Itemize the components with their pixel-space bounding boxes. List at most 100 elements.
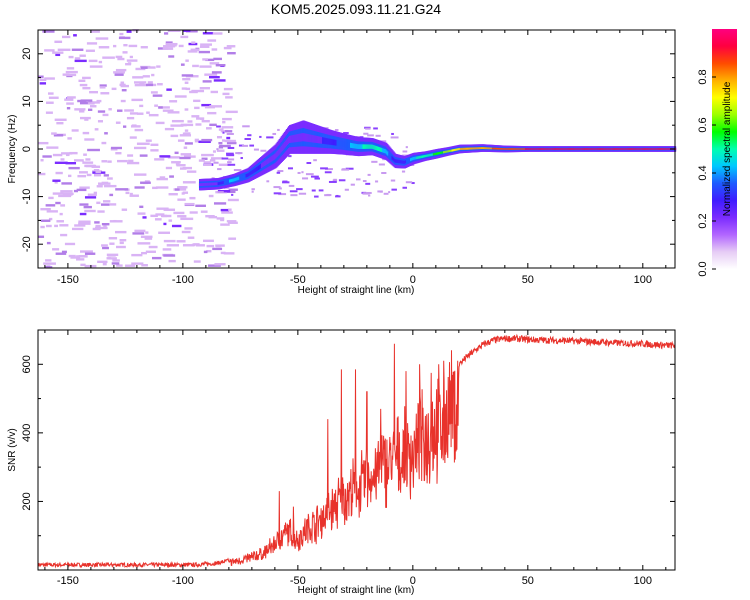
spectrogram-noise-cell [38,235,45,238]
spectrogram-noise-cell [221,126,234,129]
spectrogram-noise-cell [302,177,309,180]
spectrogram-noise-cell [388,191,391,194]
spectrogram-noise-cell [156,186,169,189]
spectrogram-noise-cell [142,216,147,219]
spectrogram-noise-cell [44,49,55,52]
spectrogram-x-axis-label: Height of straight line (km) [298,285,415,296]
spectrogram-noise-cell [97,120,103,123]
spectrogram-noise-cell [178,44,184,48]
spectrogram-noise-cell [390,136,399,139]
spectrogram-noise-cell [401,154,410,157]
spectrogram-noise-cell [184,81,189,84]
spectrogram-noise-cell [311,189,316,192]
spectrogram-noise-cell [86,173,92,177]
spectrogram-noise-cell [86,42,98,45]
spectrogram-noise-cell [226,45,236,48]
spectrogram-noise-cell [134,186,145,189]
spectrogram-noise-cell [363,132,369,135]
spectrogram-noise-cell [156,177,168,181]
spectrogram-noise-cell [176,240,186,243]
spectrogram-noise-cell [184,129,189,132]
spectrogram-noise-cell [156,207,169,210]
spectrogram-noise-cell [170,124,184,127]
spectrogram-noise-cell [136,142,150,145]
spectrogram-noise-cell [108,237,118,240]
snr-frame [37,329,676,571]
spectrogram-noise-cell [68,166,80,170]
spectrogram-x-tick-label: 50 [522,274,534,286]
spectrogram-noise-cell [78,220,91,223]
snr-x-tick-label: -100 [172,575,194,587]
spectrogram-noise-cell [367,134,374,137]
spectrogram-noise-cell [54,224,58,228]
spectrogram-noise-cell [145,231,149,234]
spectrogram-noise-cell [200,117,204,120]
colorbar-gradient [712,29,737,269]
spectrogram-noise-cell [200,210,208,213]
spectrogram-noise-cell [328,180,337,183]
spectrogram-noise-cell [97,210,105,213]
spectrogram-noise-cell [146,111,150,114]
spectrogram-noise-cell [91,165,101,168]
spectrogram-noise-cell [199,87,210,90]
snr-x-tick-label: -50 [290,575,306,587]
spectrogram-noise-cell [65,73,77,77]
spectrogram-noise-cell [80,250,93,253]
spectrogram-noise-cell [213,57,222,61]
spectrogram-noise-cell [77,174,87,178]
spectrogram-noise-cell [187,236,195,239]
spectrogram-noise-cell [178,186,188,189]
spectrogram-y-tick-label: 0 [21,146,33,152]
spectrogram-noise-cell [52,179,61,182]
spectrogram-noise-cell [116,245,126,249]
spectrogram-noise-cell [60,204,66,207]
spectrogram-noise-cell [112,259,120,262]
spectrogram-noise-cell [134,229,146,233]
spectrogram-noise-cell [99,84,107,87]
spectrogram-noise-cell [169,175,174,178]
colorbar-tick-label: 0.8 [697,69,709,84]
spectrogram-noise-cell [220,208,230,212]
spectrogram-noise-cell [225,110,238,114]
spectrogram-noise-cell [147,81,153,84]
spectrogram-noise-cell [119,238,127,242]
spectrogram-noise-cell [226,220,237,223]
spectrogram-noise-cell [145,66,156,69]
spectrogram-noise-cell [151,73,155,77]
spectrogram-noise-cell [40,219,51,222]
spectrogram-noise-cell [126,59,138,62]
spectrogram-noise-cell [115,121,121,124]
spectrogram-noise-cell [177,215,187,218]
spectrogram-noise-cell [209,76,220,79]
spectrogram-noise-cell [130,125,141,128]
spectrogram-noise-cell [190,48,200,51]
spectrogram-noise-cell [207,39,217,42]
snr-x-tick-label: 100 [634,575,652,587]
spectrogram-noise-cell [184,202,195,206]
spectrogram-noise-cell [71,48,84,51]
spectrogram-noise-cell [132,76,144,79]
spectrogram-noise-cell [214,263,226,266]
colorbar-ticks: 0.0 0.2 0.4 0.6 0.8 [697,69,716,277]
spectrogram-noise-cell [192,64,199,68]
spectrogram-noise-cell [168,193,178,196]
spectrogram-noise-cell [109,242,115,245]
spectrogram-noise-cell [314,195,319,198]
spectrogram-noise-cell [117,109,123,112]
spectrogram-noise-cell [118,36,131,40]
spectrogram-noise-cell [378,163,385,166]
spectrogram-y-tick-label: 20 [21,48,33,60]
spectrogram-noise-cell [98,60,103,64]
spectrogram-noise-cell [94,221,100,224]
spectrogram-noise-cell [84,138,95,141]
chart-title: KOM5.2025.093.11.21.G24 [271,1,441,17]
spectrogram-noise-cell [61,250,67,254]
spectrogram-noise-cell [102,56,115,59]
spectrogram-noise-cell [278,193,287,196]
spectrogram-y-axis-label: Frequency (Hz) [7,115,18,184]
spectrogram-noise-cell [120,84,129,88]
spectrogram-noise-cell [84,164,96,168]
spectrogram-noise-cell [137,242,151,245]
spectrogram-noise-cell [184,132,191,135]
spectrogram-noise-cell [129,194,139,197]
